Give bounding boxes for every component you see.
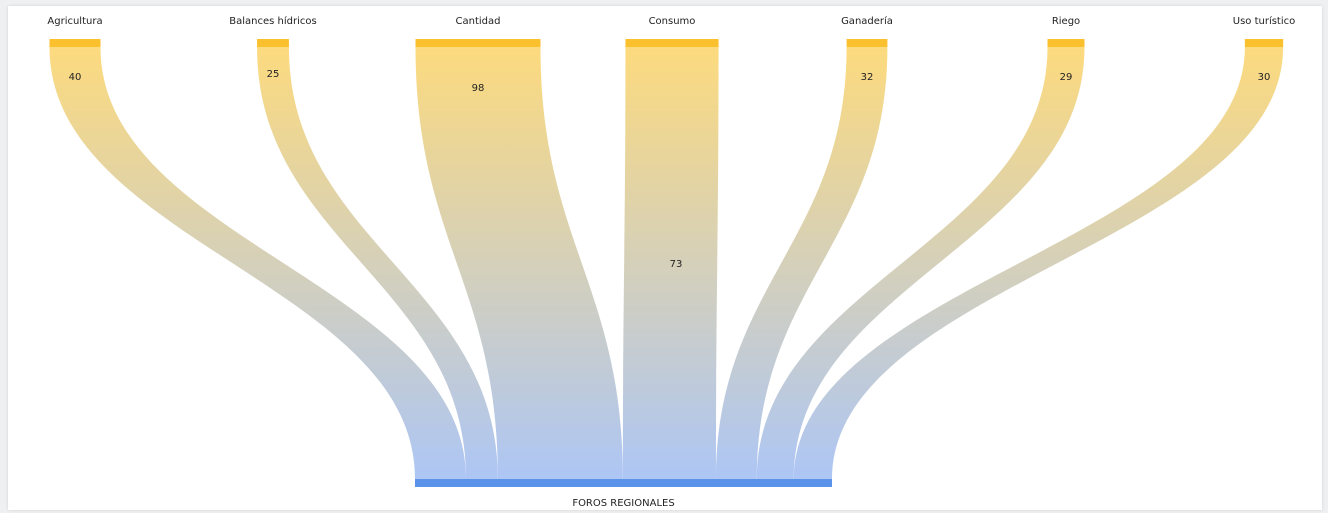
chart-panel: Agricultura 40 Balances hídricos 25 Cantidad… [8, 6, 1322, 510]
sankey-links [49, 47, 1284, 479]
node-label-agricultura: Agricultura [47, 16, 102, 27]
node-ganaderia[interactable] [846, 39, 888, 47]
link-balances-hidricos[interactable] [257, 47, 498, 479]
node-balances-hidricos[interactable] [257, 39, 289, 47]
link-uso-turistico[interactable] [793, 47, 1284, 479]
link-cantidad[interactable] [415, 47, 623, 479]
node-agricultura[interactable] [49, 39, 101, 47]
sankey-nodes [49, 39, 1284, 487]
node-label-riego: Riego [1052, 16, 1080, 27]
node-label-ganaderia: Ganadería [841, 15, 893, 27]
value-label-ganaderia: 32 [861, 72, 874, 83]
value-label-uso-turistico: 30 [1258, 72, 1271, 83]
link-ganaderia[interactable] [715, 47, 888, 479]
sankey-chart: Agricultura 40 Balances hídricos 25 Cantidad… [47, 15, 1295, 509]
node-riego[interactable] [1047, 39, 1085, 47]
node-label-foros-regionales: FOROS REGIONALES [572, 498, 674, 509]
node-consumo[interactable] [625, 39, 719, 47]
value-label-riego: 29 [1060, 72, 1073, 83]
node-label-uso-turistico: Uso turístico [1233, 15, 1296, 27]
node-label-cantidad: Cantidad [456, 16, 501, 27]
node-cantidad[interactable] [415, 39, 541, 47]
value-label-agricultura: 40 [69, 72, 82, 83]
link-riego[interactable] [756, 47, 1085, 479]
node-label-consumo: Consumo [649, 16, 696, 27]
sankey-labels: Agricultura 40 Balances hídricos 25 Cantidad… [47, 15, 1295, 509]
value-label-cantidad: 98 [472, 83, 485, 94]
node-label-balances-hidricos: Balances hídricos [229, 15, 316, 27]
node-foros-regionales[interactable] [415, 479, 832, 487]
link-consumo[interactable] [622, 47, 719, 479]
link-agricultura[interactable] [49, 47, 467, 479]
value-label-balances-hidricos: 25 [267, 69, 280, 80]
node-uso-turistico[interactable] [1244, 39, 1284, 47]
value-label-consumo: 73 [670, 259, 683, 270]
